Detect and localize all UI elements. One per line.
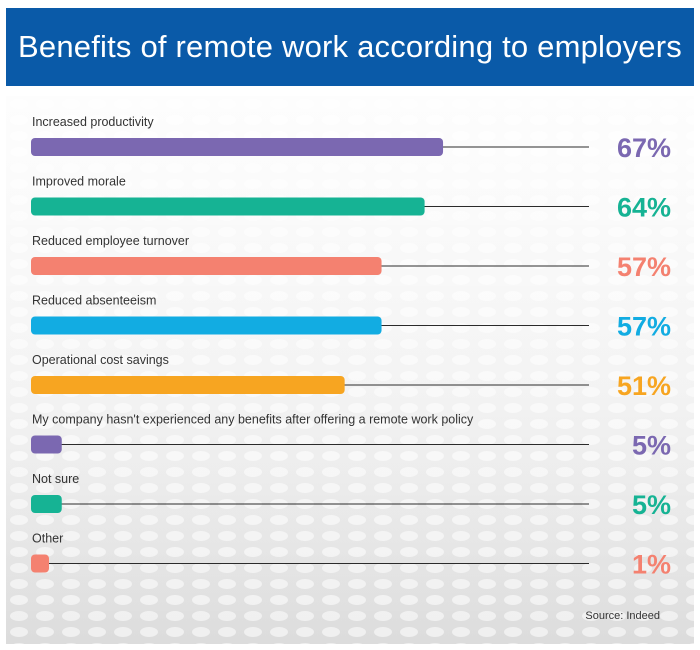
source-note: Source: Indeed [585,610,660,622]
category-label: Improved morale [32,175,126,189]
category-label: Increased productivity [32,115,154,129]
category-label: Reduced employee turnover [32,234,189,248]
value-label: 57% [617,312,671,342]
bar [31,435,62,454]
bar-chart: Increased productivity 67% Improved morale… [31,115,671,580]
category-label: Operational cost savings [32,353,169,367]
background-pattern [6,96,694,644]
category-label: Other [32,532,63,546]
value-label: 64% [617,193,671,223]
bar [31,316,382,335]
value-label: 51% [617,371,671,401]
value-label: 67% [617,133,671,163]
value-label: 57% [617,252,671,282]
value-label: 5% [632,431,671,461]
chart-title: Benefits of remote work according to emp… [18,29,682,64]
bar [31,197,425,216]
bar [31,495,62,513]
category-label: Reduced absenteeism [32,294,156,308]
value-label: 1% [632,550,671,580]
bar [31,554,49,573]
category-label: Not sure [32,472,79,486]
bar [31,257,382,275]
value-label: 5% [632,490,671,520]
bar [31,138,444,156]
chart-panel: Increased productivity 67% Improved morale… [6,96,694,644]
bar [31,376,345,394]
chart-header: Benefits of remote work according to emp… [6,8,694,86]
category-label: My company hasn't experienced any benefi… [32,413,474,427]
